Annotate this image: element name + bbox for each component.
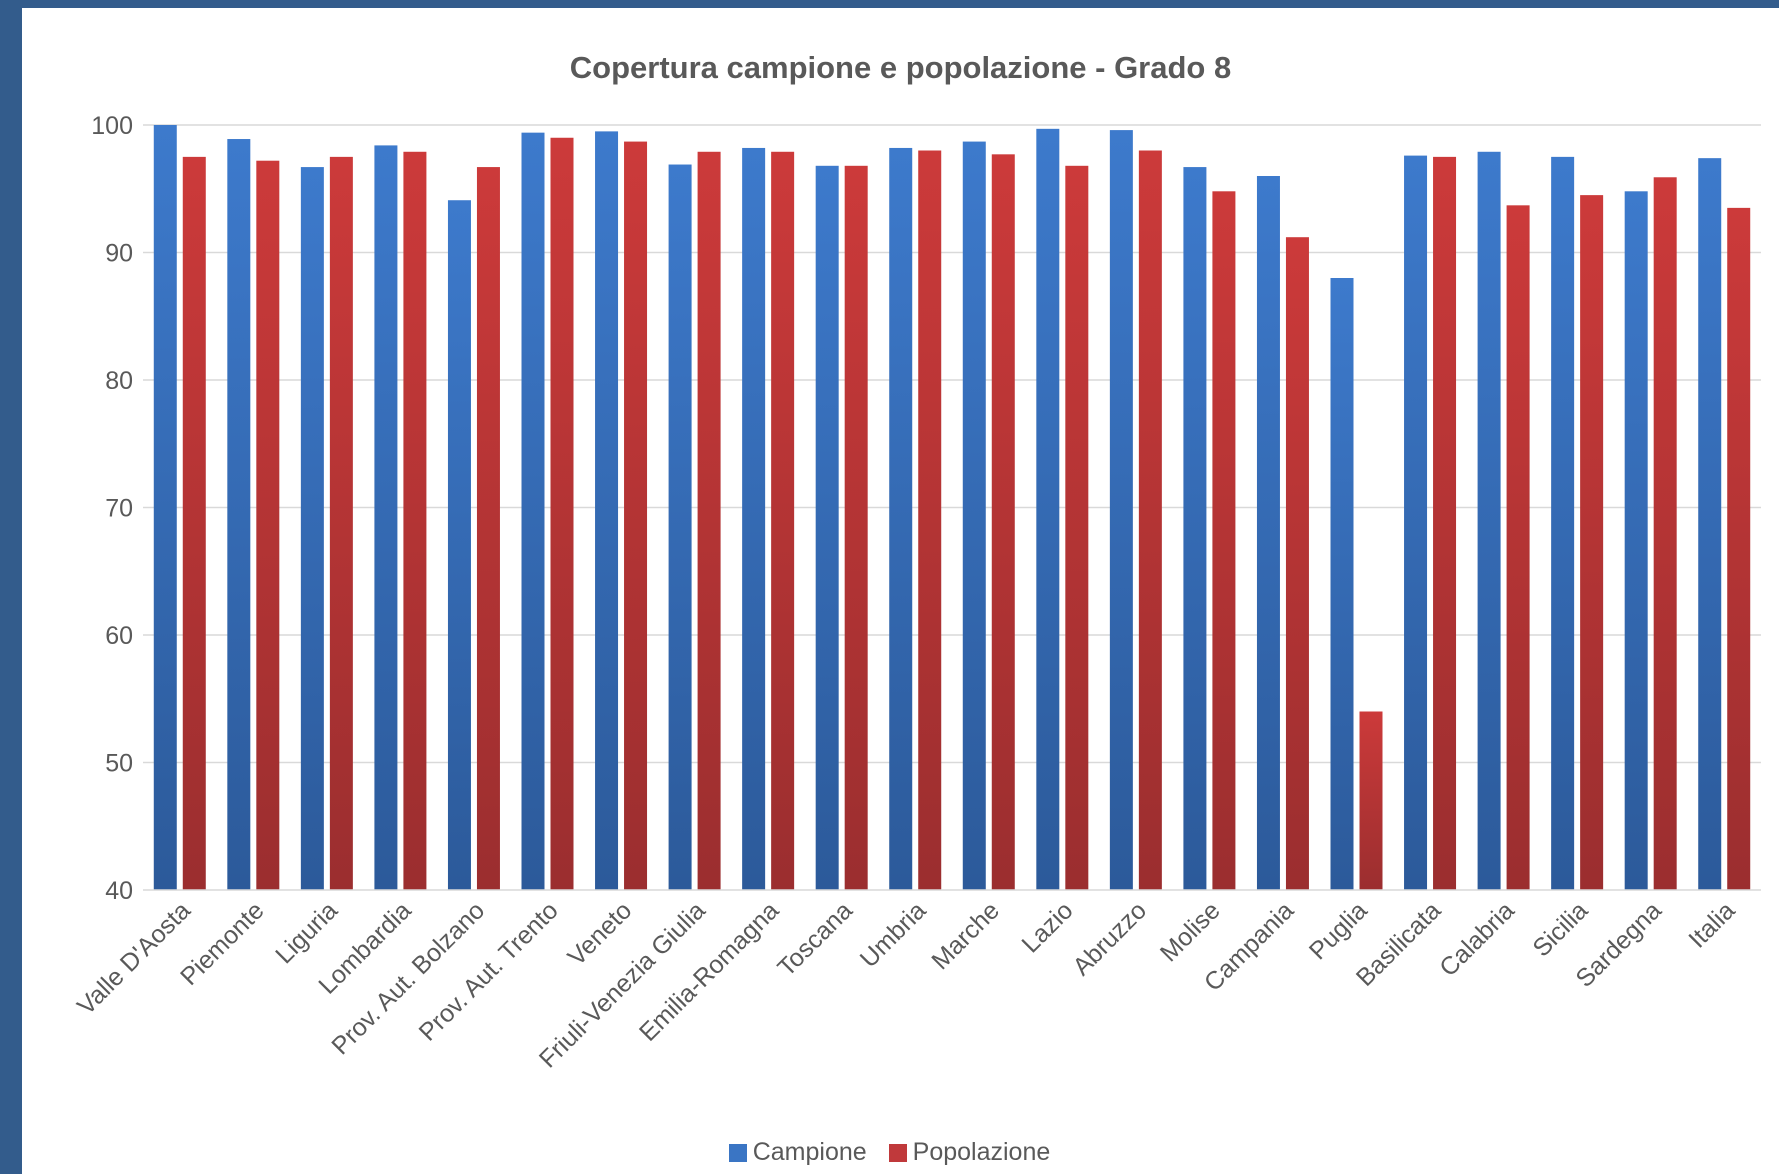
bar-popolazione-4 (476, 167, 500, 890)
legend: Campione Popolazione (0, 1138, 1779, 1167)
bars (153, 125, 1751, 891)
bar-campione-14 (1183, 167, 1207, 890)
bar-popolazione-3 (403, 151, 427, 890)
legend-label-campione: Campione (752, 1138, 867, 1166)
bar-campione-4 (447, 200, 471, 891)
x-tick-label-16: Puglia (1304, 896, 1373, 965)
bar-popolazione-2 (329, 156, 353, 890)
bar-popolazione-18 (1506, 205, 1530, 890)
x-tick-label-14: Molise (1155, 896, 1226, 967)
bar-campione-16 (1330, 278, 1354, 890)
bar-campione-3 (374, 145, 398, 890)
bar-popolazione-1 (256, 160, 280, 890)
x-tick-label-5: Prov. Aut. Trento (414, 896, 564, 1046)
legend-swatch-popolazione (888, 1143, 907, 1162)
bar-campione-15 (1256, 176, 1280, 890)
bar-popolazione-17 (1433, 156, 1457, 890)
bar-popolazione-8 (771, 151, 795, 890)
x-tick-label-19: Sicilia (1527, 896, 1593, 962)
y-axis-ticks: 40 50 60 70 80 90 100 (91, 112, 133, 905)
bar-campione-12 (1036, 128, 1060, 890)
bar-popolazione-19 (1580, 195, 1604, 890)
y-tick-label-50: 50 (105, 750, 133, 778)
bar-campione-1 (227, 139, 251, 890)
frame-top-border (0, 0, 1779, 8)
x-tick-label-13: Abruzzo (1067, 896, 1152, 981)
chart-title: Copertura campione e popolazione - Grado… (569, 50, 1232, 85)
legend-item-popolazione: Popolazione (888, 1138, 1051, 1167)
y-tick-label-60: 60 (105, 622, 133, 650)
frame-left-border (0, 0, 22, 1174)
bar-campione-7 (668, 164, 692, 890)
x-tick-label-0: Valle D'Aosta (72, 896, 196, 1020)
y-tick-label-40: 40 (105, 877, 133, 905)
bar-campione-19 (1551, 156, 1575, 890)
x-tick-label-21: Italia (1683, 896, 1740, 953)
x-tick-label-18: Calabria (1434, 896, 1520, 982)
y-tick-label-80: 80 (105, 367, 133, 395)
bar-campione-21 (1698, 158, 1722, 890)
y-tick-label-70: 70 (105, 495, 133, 523)
bar-campione-17 (1404, 155, 1428, 891)
legend-item-campione: Campione (728, 1138, 867, 1167)
x-tick-label-2: Liguria (270, 896, 343, 969)
bar-popolazione-0 (182, 156, 206, 890)
y-tick-label-100: 100 (91, 112, 133, 140)
bar-campione-5 (521, 132, 545, 890)
bar-popolazione-14 (1212, 191, 1236, 891)
bar-campione-20 (1624, 191, 1648, 891)
bar-popolazione-6 (624, 141, 648, 890)
bar-campione-18 (1477, 151, 1501, 890)
bar-popolazione-20 (1653, 177, 1677, 890)
legend-swatch-campione (728, 1143, 747, 1162)
x-tick-label-10: Umbria (855, 896, 932, 973)
bar-campione-11 (962, 141, 986, 890)
bar-popolazione-5 (550, 137, 574, 890)
y-tick-label-90: 90 (105, 240, 133, 268)
bar-popolazione-16 (1359, 711, 1383, 890)
bar-popolazione-9 (844, 165, 868, 891)
x-tick-label-8: Emilia-Romagna (634, 896, 785, 1047)
bar-campione-2 (300, 167, 324, 890)
bar-popolazione-12 (1065, 165, 1089, 891)
bar-campione-10 (889, 147, 913, 890)
bar-popolazione-21 (1727, 207, 1751, 890)
x-tick-label-12: Lazio (1017, 896, 1079, 958)
x-tick-label-11: Marche (926, 896, 1005, 975)
bar-popolazione-13 (1138, 150, 1162, 890)
bar-campione-0 (153, 125, 177, 890)
bar-popolazione-11 (991, 154, 1015, 890)
bar-popolazione-10 (918, 150, 942, 890)
bar-popolazione-15 (1285, 237, 1309, 890)
bar-campione-9 (815, 165, 839, 891)
bar-popolazione-7 (697, 151, 721, 890)
x-tick-label-9: Toscana (772, 896, 858, 982)
bar-campione-6 (595, 131, 619, 890)
legend-label-popolazione: Popolazione (912, 1138, 1051, 1166)
bar-campione-8 (742, 147, 766, 890)
bar-campione-13 (1109, 130, 1133, 891)
